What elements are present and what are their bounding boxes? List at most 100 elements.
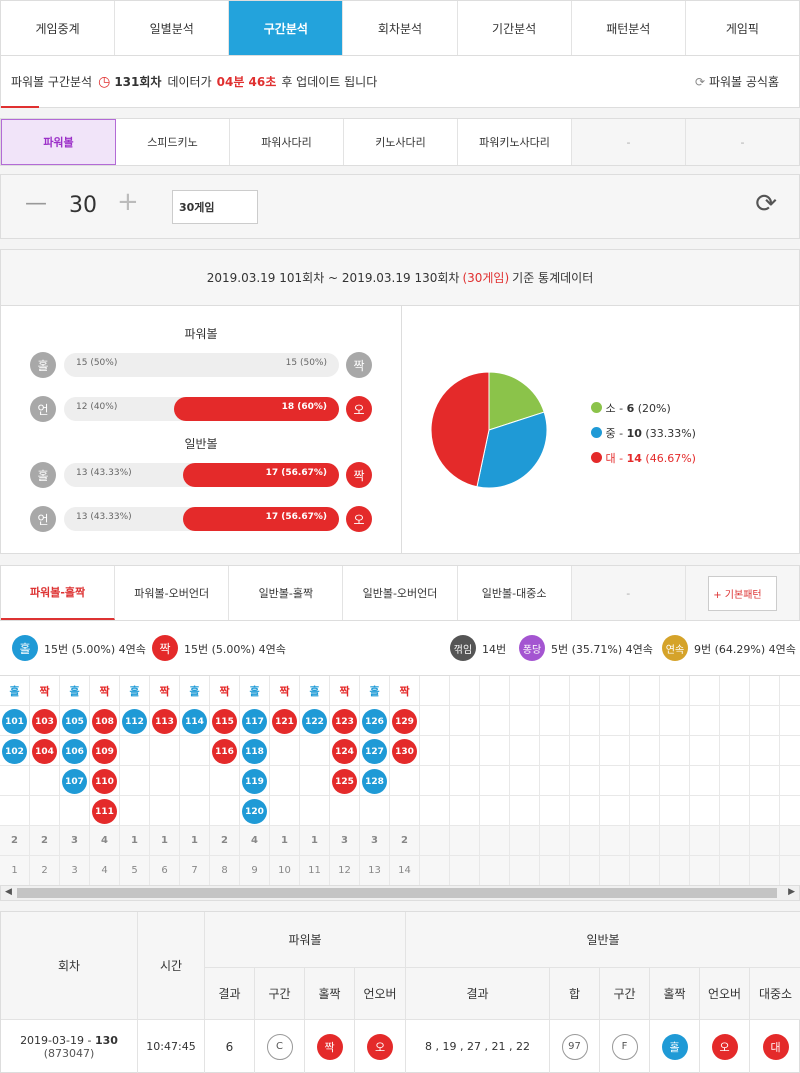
pattern-cell: [660, 736, 689, 766]
pattern-column: 홀 105 106 107 3 3: [60, 676, 90, 886]
pattern-cell: [540, 766, 569, 796]
game-tab-speedkeno[interactable]: 스피드키노: [116, 119, 230, 165]
pattern-cell: [780, 706, 800, 736]
round-ball: 121: [272, 709, 297, 734]
pattern-tab-pb-oe[interactable]: 파워볼-홀짝: [1, 566, 116, 620]
column-index: [420, 856, 449, 886]
plus-button[interactable]: +: [117, 187, 139, 217]
scroll-thumb[interactable]: [17, 888, 777, 898]
pattern-cell: 123: [330, 706, 359, 736]
pattern-cell: 129: [390, 706, 419, 736]
column-header: 짝: [390, 676, 419, 706]
game-tab-kenoladder[interactable]: 키노사다리: [344, 119, 458, 165]
streak-count: 4: [240, 826, 269, 856]
pattern-column: [600, 676, 630, 886]
column-header: 홀: [180, 676, 209, 706]
pattern-cell: [120, 766, 149, 796]
column-header: [570, 676, 599, 706]
legend-small: 소 - 6 (20%): [591, 396, 696, 421]
pattern-tab-nb-size[interactable]: 일반볼-대중소: [458, 566, 572, 620]
pattern-cell: [30, 766, 59, 796]
pattern-cell: [720, 736, 749, 766]
pattern-column: [570, 676, 600, 886]
pattern-tab-nb-oe[interactable]: 일반볼-홀짝: [229, 566, 344, 620]
column-index: 9: [240, 856, 269, 886]
pie-slice-1: [476, 411, 548, 489]
continuous-text: 9번 (64.29%) 4연속: [694, 643, 796, 656]
td-p-result: 6: [205, 1020, 255, 1073]
round-ball: 115: [212, 709, 237, 734]
streak-count: [750, 826, 779, 856]
round-ball: 119: [242, 769, 267, 794]
stat-bar: 13 (43.33%) 17 (56.67%): [64, 507, 339, 531]
odd-count-badge: 홀: [12, 635, 38, 661]
game-tab-powerball[interactable]: 파워볼: [1, 119, 116, 165]
round-ball: 105: [62, 709, 87, 734]
pattern-cell: [510, 706, 539, 736]
pattern-summary: 홀 15번 (5.00%) 4연속 짝 15번 (5.00%) 4연속 꺾임 1…: [0, 621, 800, 675]
pattern-cell: [540, 706, 569, 736]
game-tab-powerkenoladder[interactable]: 파워키노사다리: [458, 119, 572, 165]
tab-round[interactable]: 회차분석: [343, 1, 458, 55]
pattern-cell: 109: [90, 736, 119, 766]
streak-count: 2: [30, 826, 59, 856]
zone-ring: C: [266, 1033, 293, 1060]
round-ball: 123: [332, 709, 357, 734]
pattern-cell: [390, 766, 419, 796]
legend-label: 대: [605, 452, 616, 465]
td-round-no: 130: [94, 1033, 118, 1047]
tab-period[interactable]: 기간분석: [458, 1, 572, 55]
tab-daily[interactable]: 일별분석: [115, 1, 230, 55]
pattern-cell: [180, 766, 209, 796]
round-ball: 113: [152, 709, 177, 734]
pattern-cell: 108: [90, 706, 119, 736]
grid-scrollbar[interactable]: ◀ ▶: [0, 885, 800, 901]
count-select[interactable]: 30게임: [172, 190, 258, 224]
th-n-oe: 홀짝: [650, 968, 700, 1020]
game-tabs: 파워볼 스피드키노 파워사다리 키노사다리 파워키노사다리 - -: [0, 118, 800, 166]
tab-pattern[interactable]: 패턴분석: [572, 1, 686, 55]
pattern-cell: [480, 706, 509, 736]
official-link[interactable]: ⟳ 파워볼 공식홈: [695, 73, 779, 90]
minus-button[interactable]: —: [25, 191, 47, 216]
column-header: 짝: [90, 676, 119, 706]
game-tab-powerladder[interactable]: 파워사다리: [230, 119, 344, 165]
pattern-cell: [450, 706, 479, 736]
round-ball: 110: [92, 769, 117, 794]
size-pie-chart: [430, 371, 548, 489]
pattern-cell: [690, 766, 719, 796]
td-round: 2019-03-19 - 130 (873047): [1, 1020, 138, 1073]
column-header: [690, 676, 719, 706]
scroll-left-arrow[interactable]: ◀: [5, 887, 12, 897]
pattern-cell: 105: [60, 706, 89, 736]
refresh-icon[interactable]: ⟳: [755, 189, 777, 219]
pattern-column: 홀 112 1 5: [120, 676, 150, 886]
pattern-tab-pb-ou[interactable]: 파워볼-오버언더: [115, 566, 230, 620]
round-ball: 127: [362, 739, 387, 764]
column-header: [450, 676, 479, 706]
td-n-size: 대: [750, 1020, 800, 1073]
pattern-cell: [60, 796, 89, 826]
pattern-cell: [750, 736, 779, 766]
tab-section[interactable]: 구간분석: [229, 1, 344, 55]
tab-live[interactable]: 게임중계: [1, 1, 116, 55]
pattern-cell: [480, 796, 509, 826]
td-p-oe: 짝: [305, 1020, 355, 1073]
oe-dot: 홀: [661, 1033, 688, 1060]
pie-legend: 소 - 6 (20%) 중 - 10 (33.33%) 대 - 14 (46.6…: [591, 396, 696, 471]
column-index: 6: [150, 856, 179, 886]
pattern-cell: [720, 706, 749, 736]
pattern-tab-nb-ou[interactable]: 일반볼-오버언더: [343, 566, 458, 620]
basic-pattern-button[interactable]: + 기본패턴: [708, 575, 777, 611]
streak-count: [660, 826, 689, 856]
td-n-result: 8 , 19 , 27 , 21 , 22: [406, 1020, 550, 1073]
pattern-cell: [630, 796, 659, 826]
td-round-id: (873047): [43, 1046, 95, 1060]
column-header: [510, 676, 539, 706]
tab-pick[interactable]: 게임픽: [725, 21, 759, 36]
streak-count: 2: [390, 826, 419, 856]
pattern-cell: [420, 736, 449, 766]
scroll-right-arrow[interactable]: ▶: [788, 887, 795, 897]
th-normalball: 일반볼: [406, 912, 800, 968]
round-ball: 120: [242, 799, 267, 824]
